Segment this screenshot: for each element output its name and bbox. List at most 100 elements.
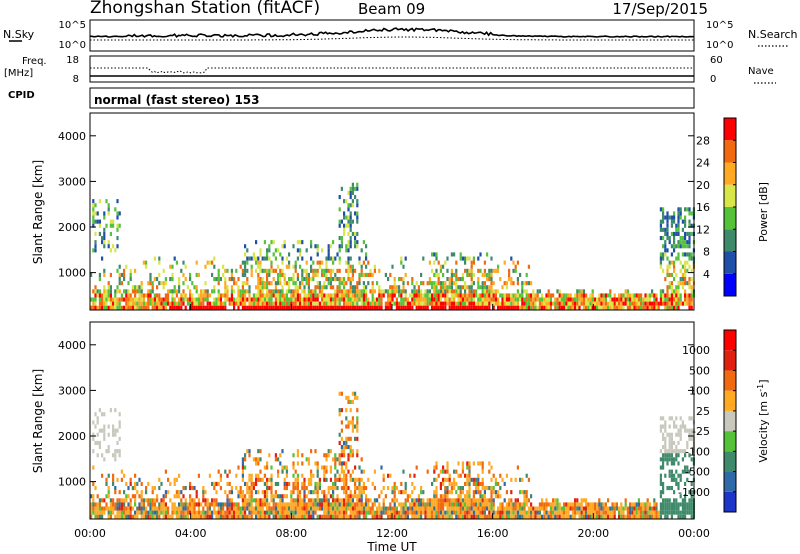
velocity-cell — [382, 498, 385, 503]
velocity-cell — [442, 510, 445, 515]
power-cell — [138, 293, 141, 298]
velocity-cell — [171, 514, 174, 519]
power-cell — [259, 264, 262, 269]
power-cell — [690, 268, 693, 273]
power-cell — [492, 281, 495, 286]
velocity-cell — [466, 490, 469, 495]
power-cell — [488, 293, 491, 298]
velocity-cell — [479, 506, 482, 511]
velocity-cell — [259, 514, 262, 519]
power-cell — [391, 289, 394, 294]
velocity-cell — [288, 510, 291, 515]
velocity-cell — [310, 481, 313, 486]
power-cell — [351, 297, 354, 302]
velocity-cell — [338, 461, 341, 466]
velocity-cell — [274, 510, 277, 515]
power-cell — [241, 281, 244, 286]
power-cell — [268, 293, 271, 298]
power-cell — [398, 305, 401, 310]
velocity-cell — [659, 506, 662, 511]
power-cell — [250, 297, 253, 302]
power-cell — [167, 293, 170, 298]
power-cell — [675, 285, 678, 290]
power-cell — [263, 256, 266, 261]
power-cell — [690, 289, 693, 294]
power-cell — [393, 281, 396, 286]
velocity-cell — [347, 453, 350, 458]
power-cell — [439, 264, 442, 269]
velocity-cell — [169, 481, 172, 486]
velocity-cell — [338, 506, 341, 511]
power-cell — [365, 289, 368, 294]
velocity-cell — [437, 514, 440, 519]
power-cell — [686, 281, 689, 286]
power-cell — [134, 297, 137, 302]
power-cell — [461, 277, 464, 282]
velocity-cell — [303, 481, 306, 486]
power-cell — [173, 305, 176, 310]
velocity-cell — [629, 502, 632, 507]
power-cell — [147, 305, 150, 310]
velocity-cell — [402, 469, 405, 474]
velocity-cell — [314, 461, 317, 466]
power-cell — [662, 256, 665, 261]
velocity-cell — [208, 502, 211, 507]
velocity-cell — [281, 502, 284, 507]
power-cell — [563, 297, 566, 302]
velocity-cell — [626, 506, 629, 511]
power-cell — [334, 293, 337, 298]
power-cell — [246, 289, 249, 294]
power-cell — [131, 297, 134, 302]
power-cell — [453, 301, 456, 306]
power-cell — [327, 268, 330, 273]
velocity-cell — [435, 498, 438, 503]
velocity-cell — [325, 498, 328, 503]
power-cell — [241, 297, 244, 302]
velocity-cell — [312, 514, 315, 519]
velocity-cell — [378, 506, 381, 511]
velocity-cell — [479, 510, 482, 515]
power-cell — [129, 268, 132, 273]
power-cell — [336, 289, 339, 294]
power-cell — [400, 256, 403, 261]
velocity-cell — [488, 469, 491, 474]
power-cell — [296, 272, 299, 277]
velocity-cell — [197, 473, 200, 478]
velocity-cell — [481, 502, 484, 507]
velocity-cell — [684, 502, 687, 507]
velocity-cell — [270, 486, 273, 491]
velocity-cell — [356, 453, 359, 458]
velocity-cell — [387, 486, 390, 491]
power-cell — [433, 285, 436, 290]
power-cell — [677, 252, 680, 257]
power-cell — [252, 297, 255, 302]
power-cell — [294, 297, 297, 302]
velocity-cell — [505, 490, 508, 495]
power-cell — [422, 281, 425, 286]
power-cell — [107, 289, 110, 294]
nsearch-label: N.Search — [748, 28, 798, 41]
velocity-cell — [477, 490, 480, 495]
power-cell — [277, 248, 280, 253]
power-cell — [433, 252, 436, 257]
velocity-cell — [281, 465, 284, 470]
power-cell — [389, 293, 392, 298]
velocity-cell — [470, 477, 473, 482]
velocity-cell — [371, 502, 374, 507]
velocity-cell — [653, 502, 656, 507]
power-cell — [338, 256, 341, 261]
power-cell — [277, 272, 280, 277]
velocity-cell — [684, 465, 687, 470]
velocity-cell — [479, 481, 482, 486]
power-cell — [604, 301, 607, 306]
velocity-cell — [351, 449, 354, 454]
velocity-cell — [217, 506, 220, 511]
power-cell — [662, 215, 665, 220]
power-cell — [684, 293, 687, 298]
power-cell — [327, 256, 330, 261]
velocity-cell — [186, 510, 189, 515]
velocity-cell — [670, 514, 673, 519]
power-cell — [195, 301, 198, 306]
velocity-cell — [688, 498, 691, 503]
velocity-cell — [268, 477, 271, 482]
